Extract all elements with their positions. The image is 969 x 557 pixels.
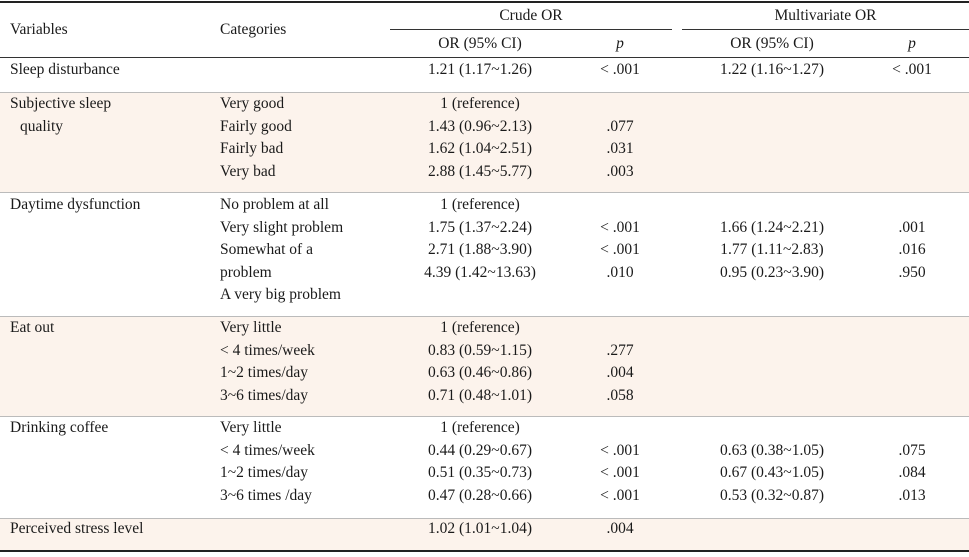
cell-crude-p: .031 (606, 140, 634, 157)
cell-crude-or: 0.44 (0.29~0.67) (428, 441, 532, 459)
cell-crude-or: 2.71 (1.88~3.90) (428, 241, 532, 258)
cell-multi-or: 1.66 (1.24~2.21) (720, 218, 824, 236)
cell-crude-or: 1.75 (1.37~2.24) (428, 218, 532, 236)
cell-variable: Perceived stress level (10, 520, 144, 537)
cell-categories: 3~6 times /day (220, 486, 312, 504)
bottom-rule (0, 550, 969, 552)
cell-crude-or: 0.63 (0.46~0.86) (428, 364, 532, 381)
cell-crude-p: .010 (606, 263, 634, 281)
cell-categories: < 4 times/week (220, 441, 315, 459)
cell-categories: Fairly good (220, 117, 292, 135)
cell-crude-p: .058 (606, 386, 634, 404)
header-crude-or-ci: OR (95% CI) (438, 35, 522, 52)
cell-crude-or: 0.83 (0.59~1.15) (428, 341, 532, 359)
cell-categories: Very little (220, 319, 282, 336)
header-bottom-rule (0, 57, 969, 58)
cell-crude-or: 4.39 (1.42~13.63) (424, 263, 536, 281)
cell-multi-p: .013 (898, 486, 926, 504)
cell-multi-or: 0.95 (0.23~3.90) (720, 263, 824, 281)
cell-crude-or: 1 (reference) (440, 419, 520, 436)
cell-variable: Subjective sleep (10, 95, 112, 112)
cell-categories: 1~2 times/day (220, 364, 309, 381)
cell-multi-or: 0.53 (0.32~0.87) (720, 486, 824, 504)
cell-categories: A very big problem (220, 286, 341, 303)
cell-variable: Daytime dysfunction (10, 196, 141, 213)
cell-crude-p: .277 (606, 341, 634, 359)
cell-categories: 3~6 times/day (220, 386, 309, 404)
cell-crude-or: 2.88 (1.45~5.77) (428, 162, 532, 180)
cell-multi-p: < .001 (892, 61, 932, 78)
cell-variable: quality (20, 117, 64, 135)
header-multivariate-or: Multivariate OR (774, 7, 877, 24)
row-separator (0, 416, 969, 417)
top-rule (0, 1, 969, 3)
cell-variable: Eat out (10, 319, 55, 336)
cell-crude-or: 1.43 (0.96~2.13) (428, 117, 532, 135)
header-multi-or-ci: OR (95% CI) (730, 35, 814, 52)
cell-crude-p: < .001 (600, 218, 640, 236)
crude-or-underline (390, 29, 672, 30)
header-variables: Variables (10, 21, 68, 38)
cell-categories: Very slight problem (220, 218, 344, 236)
cell-multi-or: 0.63 (0.38~1.05) (720, 441, 824, 459)
cell-multi-or: 1.22 (1.16~1.27) (720, 61, 824, 78)
header-crude-or: Crude OR (499, 7, 563, 24)
row-separator (0, 192, 969, 193)
cell-crude-or: 1 (reference) (440, 196, 520, 213)
cell-crude-p: < .001 (600, 486, 640, 504)
cell-variable: Sleep disturbance (10, 61, 120, 78)
cell-categories: Very little (220, 419, 282, 436)
header-multi-p: p (908, 35, 916, 52)
cell-crude-p: < .001 (600, 61, 640, 78)
cell-crude-p: < .001 (600, 441, 640, 459)
cell-categories: Fairly bad (220, 140, 284, 157)
header-categories: Categories (220, 21, 287, 38)
cell-crude-p: < .001 (600, 241, 640, 258)
cell-multi-or: 0.67 (0.43~1.05) (720, 464, 824, 481)
cell-crude-or: 0.47 (0.28~0.66) (428, 486, 532, 504)
cell-crude-or: 1 (reference) (440, 319, 520, 336)
cell-categories: Very good (220, 95, 285, 112)
row-group-band (0, 518, 969, 550)
cell-multi-p: .016 (898, 241, 926, 258)
row-separator (0, 518, 969, 519)
cell-crude-p: .004 (606, 364, 634, 381)
cell-multi-p: .084 (898, 464, 926, 481)
cell-multi-p: .075 (898, 441, 926, 459)
cell-crude-p: .003 (606, 162, 634, 180)
row-group-band (0, 316, 969, 416)
cell-crude-p: .077 (606, 117, 634, 135)
cell-crude-or: 1.02 (1.01~1.04) (428, 520, 532, 537)
multivariate-or-underline (682, 29, 969, 30)
cell-crude-or: 1.21 (1.17~1.26) (428, 61, 532, 78)
row-group-band (0, 92, 969, 192)
cell-categories: No problem at all (220, 196, 329, 213)
cell-categories: Somewhat of a (220, 241, 313, 258)
header-crude-p: p (616, 35, 624, 52)
row-separator (0, 92, 969, 93)
cell-multi-p: .950 (898, 263, 926, 281)
cell-crude-or: 0.51 (0.35~0.73) (428, 464, 532, 481)
cell-crude-or: 1 (reference) (440, 95, 520, 112)
cell-categories: < 4 times/week (220, 341, 315, 359)
cell-multi-or: 1.77 (1.11~2.83) (720, 241, 824, 258)
cell-crude-or: 1.62 (1.04~2.51) (428, 140, 532, 157)
cell-categories: Very bad (220, 162, 276, 180)
cell-crude-p: .004 (606, 520, 634, 537)
cell-multi-p: .001 (898, 218, 926, 236)
row-separator (0, 316, 969, 317)
cell-crude-or: 0.71 (0.48~1.01) (428, 386, 532, 404)
cell-categories: problem (220, 263, 272, 281)
cell-categories: 1~2 times/day (220, 464, 309, 481)
cell-crude-p: < .001 (600, 464, 640, 481)
cell-variable: Drinking coffee (10, 419, 109, 436)
